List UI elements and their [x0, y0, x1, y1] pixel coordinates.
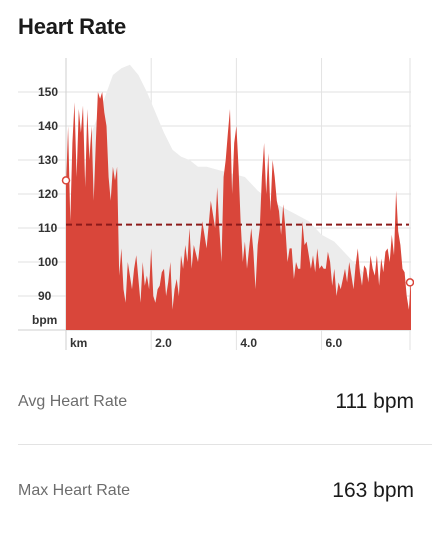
y-tick-label: 150 [38, 85, 58, 99]
y-tick-label: 130 [38, 153, 58, 167]
avg-heart-rate-row: Avg Heart Rate 111 bpm [18, 382, 414, 422]
y-tick-label: 100 [38, 255, 58, 269]
x-tick-label: 6.0 [326, 336, 343, 350]
y-tick-label: 90 [38, 289, 52, 303]
end-marker [405, 278, 414, 287]
divider [18, 444, 432, 445]
avg-heart-rate-value: 111 bpm [335, 390, 414, 413]
y-tick-label: 120 [38, 187, 58, 201]
x-axis-labels: km 2.0 4.0 6.0 [70, 336, 343, 350]
y-tick-label: 140 [38, 119, 58, 133]
y-axis-labels: 90 100 110 120 130 140 150 bpm [32, 85, 58, 327]
y-tick-label: 110 [38, 221, 58, 235]
x-axis-unit-label: km [70, 336, 87, 350]
page-title: Heart Rate [18, 14, 127, 39]
start-marker [61, 176, 71, 185]
max-heart-rate-value: 163 bpm [332, 479, 414, 502]
x-tick-label: 4.0 [240, 336, 257, 350]
y-axis-unit-label: bpm [32, 313, 57, 327]
x-tick-label: 2.0 [155, 336, 172, 350]
heart-rate-chart[interactable]: 90 100 110 120 130 140 150 bpm km 2.0 4.0 6.0 [18, 58, 414, 354]
max-heart-rate-label: Max Heart Rate [18, 482, 131, 499]
max-heart-rate-row: Max Heart Rate 163 bpm [18, 471, 414, 511]
heart-rate-area [66, 92, 411, 330]
avg-heart-rate-label: Avg Heart Rate [18, 393, 128, 410]
